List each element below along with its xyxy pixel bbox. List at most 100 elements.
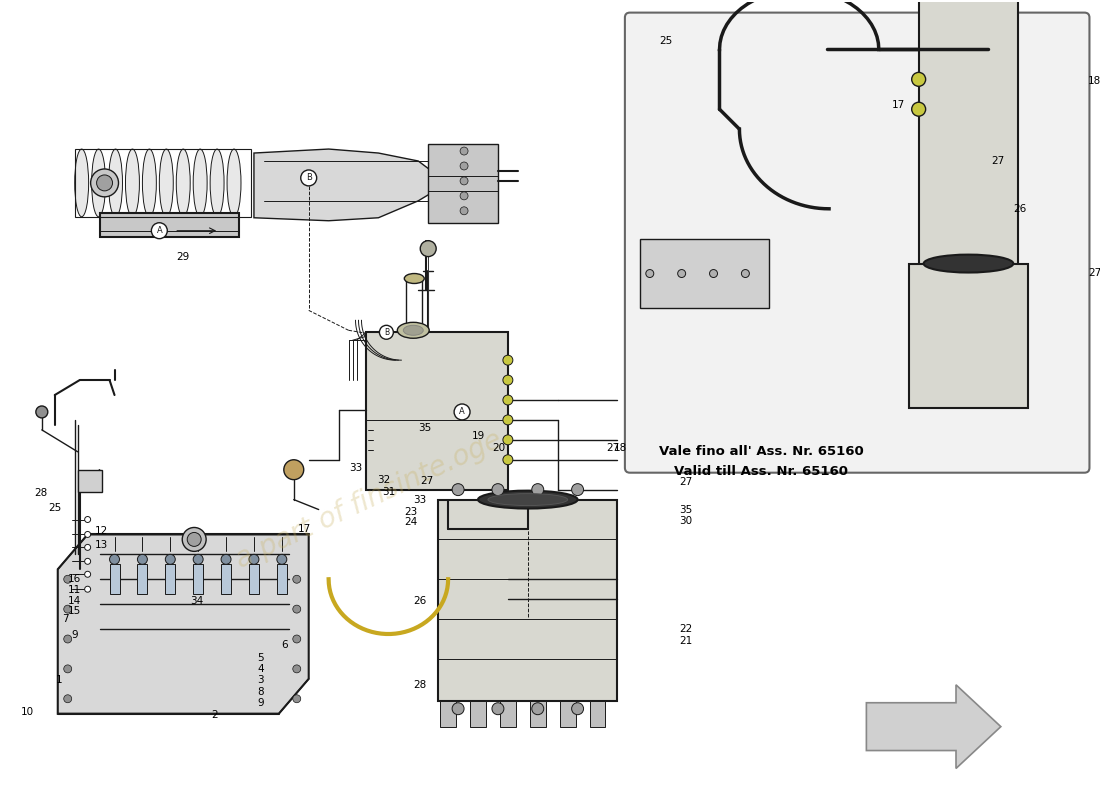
Circle shape [64, 694, 72, 702]
Text: A: A [459, 407, 465, 417]
Circle shape [138, 554, 147, 564]
Circle shape [420, 241, 437, 257]
Circle shape [300, 170, 317, 186]
Text: 16: 16 [68, 574, 81, 584]
Circle shape [85, 544, 90, 550]
Circle shape [64, 605, 72, 613]
Circle shape [710, 270, 717, 278]
Text: 27: 27 [1088, 267, 1100, 278]
Text: 15: 15 [68, 606, 81, 616]
Circle shape [284, 460, 304, 480]
Text: 26: 26 [1013, 204, 1026, 214]
Polygon shape [470, 701, 486, 726]
Text: 3: 3 [257, 675, 264, 686]
Circle shape [293, 694, 300, 702]
Circle shape [646, 270, 653, 278]
Text: 34: 34 [190, 596, 204, 606]
Text: 18: 18 [614, 443, 627, 453]
Polygon shape [58, 534, 309, 714]
Circle shape [293, 575, 300, 583]
Text: 28: 28 [412, 680, 426, 690]
FancyBboxPatch shape [625, 13, 1089, 473]
Polygon shape [428, 144, 498, 222]
Ellipse shape [210, 149, 224, 217]
Text: 11: 11 [68, 585, 81, 594]
Polygon shape [499, 701, 516, 726]
Text: 35: 35 [679, 505, 692, 515]
Text: A: A [156, 226, 162, 235]
Ellipse shape [488, 494, 568, 506]
Text: 27: 27 [420, 476, 433, 486]
Text: 17: 17 [298, 524, 311, 534]
Text: 33: 33 [412, 494, 426, 505]
Text: 4: 4 [257, 664, 264, 674]
Circle shape [503, 375, 513, 385]
Circle shape [454, 404, 470, 420]
Bar [78, 470, 101, 492]
Bar [277, 564, 287, 594]
Circle shape [221, 554, 231, 564]
Circle shape [460, 162, 467, 170]
Text: 21: 21 [679, 635, 692, 646]
Text: 9: 9 [257, 698, 264, 708]
Text: 27: 27 [991, 156, 1004, 166]
Circle shape [64, 575, 72, 583]
Circle shape [503, 454, 513, 465]
Circle shape [249, 554, 258, 564]
Text: 2: 2 [211, 710, 218, 720]
Circle shape [492, 484, 504, 496]
Ellipse shape [142, 149, 156, 217]
Circle shape [293, 635, 300, 643]
Text: 8: 8 [257, 687, 264, 698]
Text: 6: 6 [282, 640, 288, 650]
Bar [138, 564, 147, 594]
Circle shape [531, 702, 543, 714]
Text: 12: 12 [96, 526, 109, 537]
Circle shape [503, 355, 513, 365]
Bar [221, 564, 231, 594]
Ellipse shape [227, 149, 241, 217]
Text: 28: 28 [34, 488, 47, 498]
Circle shape [503, 435, 513, 445]
Circle shape [678, 270, 685, 278]
Circle shape [85, 586, 90, 592]
Polygon shape [867, 685, 1001, 769]
Polygon shape [918, 0, 1019, 269]
Text: 33: 33 [350, 462, 363, 473]
Circle shape [503, 415, 513, 425]
Circle shape [452, 702, 464, 714]
Circle shape [85, 531, 90, 538]
Ellipse shape [176, 149, 190, 217]
Text: 17: 17 [892, 100, 905, 110]
Circle shape [187, 533, 201, 546]
Text: 9: 9 [72, 630, 78, 640]
Ellipse shape [404, 326, 424, 335]
Text: 13: 13 [96, 540, 109, 550]
Polygon shape [100, 213, 239, 237]
Circle shape [293, 665, 300, 673]
Circle shape [492, 702, 504, 714]
Text: 22: 22 [679, 624, 692, 634]
Text: 14: 14 [68, 596, 81, 606]
Ellipse shape [75, 149, 89, 217]
Text: Valid till Ass. Nr. 65160: Valid till Ass. Nr. 65160 [674, 466, 848, 478]
Circle shape [64, 635, 72, 643]
Circle shape [572, 484, 584, 496]
Polygon shape [440, 701, 456, 726]
Circle shape [912, 72, 925, 86]
Text: 32: 32 [377, 474, 390, 485]
Ellipse shape [91, 149, 106, 217]
Polygon shape [438, 499, 617, 701]
Text: 10: 10 [21, 707, 34, 718]
Text: 1: 1 [56, 675, 63, 686]
Circle shape [165, 554, 175, 564]
Ellipse shape [924, 254, 1013, 273]
Polygon shape [560, 701, 575, 726]
Circle shape [97, 175, 112, 191]
Circle shape [912, 102, 925, 116]
Text: 5: 5 [257, 653, 264, 663]
Circle shape [503, 395, 513, 405]
Circle shape [460, 207, 467, 214]
Text: 23: 23 [404, 506, 417, 517]
Ellipse shape [397, 322, 429, 338]
